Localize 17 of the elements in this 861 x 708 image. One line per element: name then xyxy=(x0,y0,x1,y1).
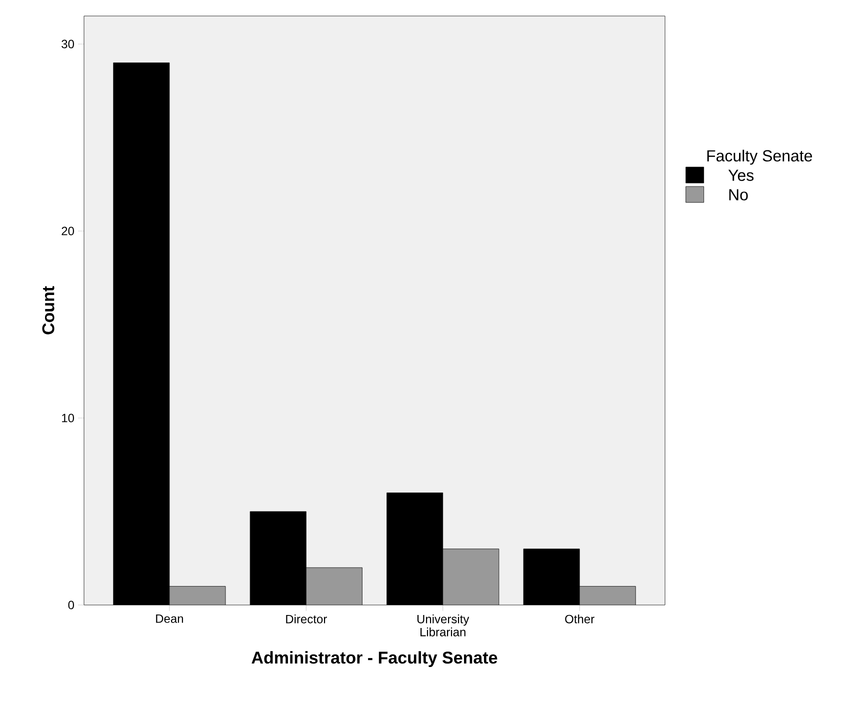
x-tick-label: University Librarian xyxy=(417,614,470,636)
x-tick-label: Director xyxy=(286,614,327,624)
bar xyxy=(579,586,636,605)
y-tick-label: 0 xyxy=(68,600,74,610)
y-axis-title: Count xyxy=(42,286,54,334)
legend-label: No xyxy=(729,189,748,200)
bar xyxy=(442,548,499,605)
bar xyxy=(306,568,362,605)
legend-label: Yes xyxy=(728,170,754,181)
bar xyxy=(169,586,226,605)
y-tick-label: 10 xyxy=(62,414,74,422)
x-tick-label: Dean xyxy=(156,614,183,623)
y-tick-label: 30 xyxy=(62,40,74,48)
legend-title: Faculty Senate xyxy=(707,150,812,165)
x-axis-title: Administrator - Faculty Senate xyxy=(252,651,498,668)
x-tick-label: Other xyxy=(565,614,594,624)
y-tick-label: 20 xyxy=(62,226,74,236)
